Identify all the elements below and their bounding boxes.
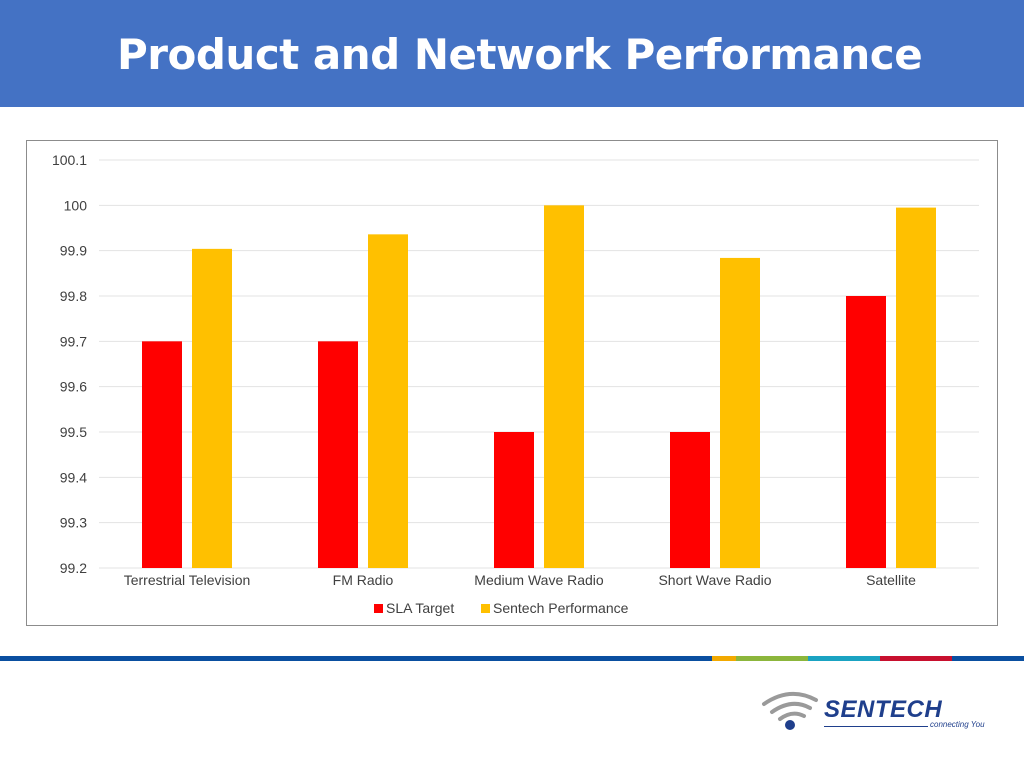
logo-tagline: connecting You: [930, 720, 985, 729]
bar-sentech-performance: [368, 234, 408, 568]
bar-sla-target: [846, 296, 886, 568]
footer-stripe-segment: [952, 656, 1024, 661]
x-tick-label: Medium Wave Radio: [474, 572, 604, 588]
sentech-logo: SENTECH connecting You: [760, 688, 990, 736]
y-tick-label: 99.8: [60, 288, 87, 304]
y-tick-label: 100: [64, 197, 88, 213]
footer-stripe-segment: [0, 656, 712, 661]
x-tick-label: Short Wave Radio: [658, 572, 771, 588]
x-tick-label: Satellite: [866, 572, 916, 588]
logo-underline: [824, 726, 928, 727]
legend-swatch: [481, 604, 490, 613]
x-tick-label: Terrestrial Television: [124, 572, 251, 588]
y-tick-label: 99.7: [60, 333, 87, 349]
y-tick-label: 99.4: [60, 469, 87, 485]
bar-sla-target: [670, 432, 710, 568]
bar-sentech-performance: [720, 257, 760, 568]
y-tick-label: 99.2: [60, 560, 87, 576]
footer-stripe-segment: [712, 656, 736, 661]
title-banner: Product and Network Performance: [0, 0, 1024, 107]
legend-label: Sentech Performance: [493, 600, 629, 616]
footer-stripe-segment: [736, 656, 808, 661]
bar-chart: 99.2 99.3 99.4 99.5 99.6 99.7 99.8 99.9 100 100.1…: [52, 152, 979, 616]
bar-sla-target: [318, 341, 358, 568]
legend-swatch: [374, 604, 383, 613]
chart-area: 99.2 99.3 99.4 99.5 99.6 99.7 99.8 99.9 100 100.1…: [26, 140, 998, 626]
legend-label: SLA Target: [386, 600, 454, 616]
bar-sla-target: [142, 341, 182, 568]
bar-sentech-performance: [896, 207, 936, 568]
x-tick-label: FM Radio: [333, 572, 394, 588]
bar-sentech-performance: [544, 205, 584, 568]
y-tick-label: 99.6: [60, 379, 87, 395]
bar-sentech-performance: [192, 248, 232, 568]
wifi-signal-icon: [762, 692, 818, 730]
logo-wordmark: SENTECH: [824, 696, 943, 723]
footer-stripe-segment: [880, 656, 952, 661]
y-tick-label: 100.1: [52, 152, 87, 168]
y-tick-label: 99.5: [60, 424, 87, 440]
y-tick-label: 99.9: [60, 243, 87, 259]
page-title: Product and Network Performance: [117, 30, 923, 79]
footer-stripe-segment: [808, 656, 880, 661]
y-tick-label: 99.3: [60, 515, 87, 531]
bar-sla-target: [494, 432, 534, 568]
